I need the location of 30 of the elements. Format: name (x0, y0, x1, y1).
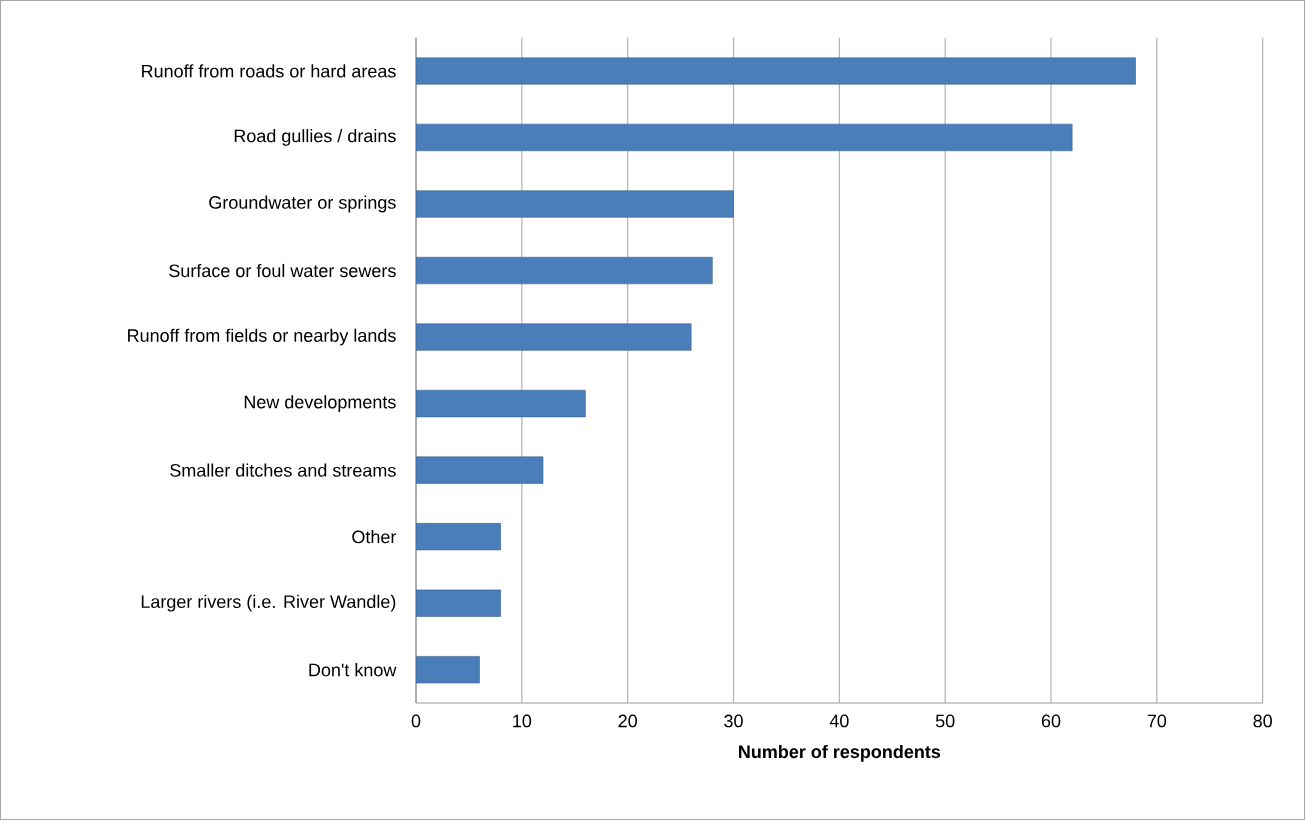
y-tick-label: Groundwater or springs (209, 195, 396, 213)
bar (416, 589, 501, 617)
y-tick-label: Other (352, 530, 397, 544)
y-tick-label: New developments (244, 395, 396, 412)
y-tick-label: Smaller ditches and streams (170, 463, 396, 477)
x-tick-label: 20 (618, 714, 637, 728)
bar (416, 323, 692, 351)
bar (416, 123, 1073, 152)
x-tick-label: 80 (1253, 714, 1272, 728)
y-tick-label: Runoff from fields or nearby lands (128, 328, 396, 346)
y-tick-label: Don't know (309, 663, 397, 677)
bar (416, 57, 1136, 85)
x-tick-label: 40 (829, 714, 849, 728)
y-tick-label: Larger rivers (i.e. River Wandle) (141, 594, 396, 612)
bar (416, 190, 734, 218)
bar (416, 656, 480, 684)
x-tick-label: 30 (724, 714, 743, 728)
bar (416, 256, 713, 285)
x-tick-label: 0 (411, 714, 421, 728)
x-tick-label: 60 (1041, 714, 1061, 728)
x-tick-label: 70 (1147, 714, 1167, 728)
x-axis-title: Number of respondents (739, 744, 941, 762)
y-tick-label: Road gullies / drains (234, 129, 396, 146)
bar (416, 456, 544, 484)
y-tick-label: Surface or foul water sewers (169, 263, 396, 278)
bar (416, 523, 501, 551)
y-tick-label: Runoff from roads or hard areas (142, 64, 396, 78)
x-tick-label: 50 (935, 714, 955, 728)
bar (416, 390, 586, 418)
x-tick-label: 10 (513, 714, 532, 728)
